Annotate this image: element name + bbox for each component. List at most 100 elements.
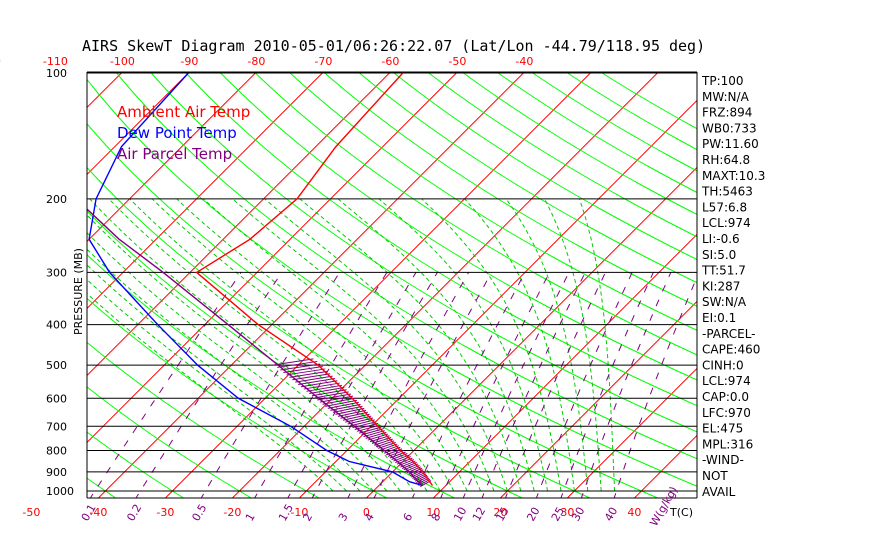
- top-temp-tick-label: -110: [43, 55, 68, 68]
- pressure-tick-label: 200: [46, 193, 67, 206]
- cape-hatch-line: [330, 403, 361, 411]
- isotherm-line: [299, 99, 697, 498]
- cape-hatch-line: [314, 391, 349, 399]
- top-temp-tick-label: -80: [247, 55, 265, 68]
- mixing-ratio-tick-label: 30: [569, 505, 587, 524]
- mixing-ratio-line: [200, 272, 341, 498]
- mixing-ratio-tick-label: 3: [336, 511, 351, 524]
- sounding-index-label: EL:475: [702, 422, 743, 436]
- mixing-ratio-tick-label: 12: [470, 505, 488, 524]
- mixing-ratio-tick-label: 6: [401, 511, 416, 524]
- sounding-index-label: MAXT:10.3: [702, 169, 765, 183]
- pressure-tick-label: 600: [46, 392, 67, 405]
- sounding-index-label: TP:100: [701, 74, 744, 88]
- mixing-ratio-line: [613, 275, 697, 498]
- moist-adiabat-line: [87, 248, 374, 492]
- sounding-index-label: NOT: [702, 469, 728, 483]
- dry-adiabat-line: [427, 72, 697, 238]
- moist-adiabat-line: [108, 198, 428, 492]
- dry-adiabat-line: [219, 72, 697, 381]
- legend-dew-point-temp: Dew Point Temp: [117, 124, 237, 142]
- dry-adiabat-line: [323, 72, 697, 307]
- cape-hatch-line: [332, 405, 363, 413]
- sounding-index-label: TH:5463: [701, 185, 753, 199]
- dry-adiabat-line: [184, 72, 697, 407]
- mixing-ratio-line: [135, 272, 283, 498]
- sounding-index-label: MPL:316: [702, 437, 753, 451]
- mixing-ratio-line: [462, 272, 570, 498]
- temp-tick-label: 30: [560, 506, 574, 519]
- temp-tick-label: 20: [493, 506, 507, 519]
- sounding-index-label: CINH:0: [702, 358, 744, 372]
- sounding-index-label: KI:287: [702, 279, 740, 293]
- sounding-index-label: LFC:970: [702, 406, 751, 420]
- moist-adiabat-line: [87, 214, 401, 492]
- cape-hatch-line: [319, 395, 354, 403]
- pressure-tick-label: 900: [46, 466, 67, 479]
- mixing-ratio-line: [580, 272, 672, 498]
- temp-tick-label: -50: [22, 506, 40, 519]
- cape-hatch-line: [349, 419, 375, 427]
- sounding-index-label: MW:N/A: [702, 90, 750, 104]
- sounding-index-label: RH:64.8: [702, 153, 750, 167]
- y-axis-label: PRESSURE (MB): [72, 248, 85, 335]
- cape-hatch-line: [292, 373, 331, 381]
- mixing-ratio-line: [504, 272, 606, 498]
- cape-hatch-line: [352, 421, 377, 429]
- cape-hatch-line: [359, 426, 382, 434]
- isotherm-line: [634, 434, 697, 498]
- cape-hatch-line: [309, 387, 345, 395]
- moist-adiabat-line: [176, 198, 468, 492]
- mixing-ratio-line: [535, 272, 633, 498]
- cape-hatch-line: [347, 417, 374, 425]
- temp-tick-label: 0: [363, 506, 370, 519]
- sounding-index-label: CAPE:460: [702, 343, 760, 357]
- cape-hatch-line: [295, 375, 333, 383]
- cape-hatch-line: [327, 401, 359, 409]
- moist-adiabat-line: [87, 278, 347, 492]
- pressure-tick-label: 800: [46, 444, 67, 457]
- cape-hatch-line: [340, 411, 368, 419]
- isotherm-line: [500, 300, 697, 498]
- moist-adiabat-line: [578, 198, 616, 492]
- isotherm-line: [366, 166, 697, 498]
- sounding-index-label: SI:5.0: [702, 248, 736, 262]
- sounding-index-label: LCL:974: [702, 216, 751, 230]
- cape-hatch-line: [337, 409, 367, 417]
- dry-adiabat-line: [150, 72, 697, 433]
- cape-hatch-line: [283, 365, 323, 373]
- sounding-index-label: -WIND-: [702, 453, 744, 467]
- cape-hatch-line: [303, 382, 340, 390]
- mixing-ratio-tick-label: 40: [602, 505, 620, 524]
- dry-adiabat-line: [496, 72, 697, 194]
- cape-hatch-line: [286, 368, 326, 376]
- top-temp-tick-label: -60: [381, 55, 399, 68]
- isotherm-line: [87, 72, 458, 444]
- sounding-index-label: EI:0.1: [702, 311, 736, 325]
- dry-adiabat-line: [253, 72, 697, 356]
- chart-title: AIRS SkewT Diagram 2010-05-01/06:26:22.0…: [82, 37, 705, 55]
- cape-hatch-line: [298, 377, 336, 385]
- dry-adiabat-line: [87, 297, 387, 498]
- parcel-trace: [87, 208, 423, 487]
- dry-adiabat-line: [565, 72, 697, 151]
- top-temp-tick-label: -90: [180, 55, 198, 68]
- sounding-index-label: -PARCEL-: [702, 327, 756, 341]
- sounding-index-label: SW:N/A: [702, 295, 747, 309]
- sounding-index-label: WB0:733: [702, 121, 757, 135]
- dry-adiabat-line: [87, 166, 591, 498]
- mixing-ratio-line: [481, 272, 586, 498]
- top-temp-tick-label: -50: [448, 55, 466, 68]
- temp-tick-label: -10: [290, 506, 308, 519]
- temp-tick-label: 40: [627, 506, 641, 519]
- moist-adiabat-line: [87, 232, 388, 492]
- mixing-ratio-tick-label: 0.2: [124, 502, 144, 524]
- cape-hatch-line: [289, 370, 328, 378]
- cape-hatch-line: [273, 358, 314, 366]
- pressure-tick-label: 300: [46, 266, 67, 279]
- dry-adiabat-line: [288, 72, 697, 331]
- cape-hatch-line: [354, 423, 379, 430]
- moist-adiabat-line: [232, 198, 495, 492]
- top-temp-tick-label: -40: [515, 55, 533, 68]
